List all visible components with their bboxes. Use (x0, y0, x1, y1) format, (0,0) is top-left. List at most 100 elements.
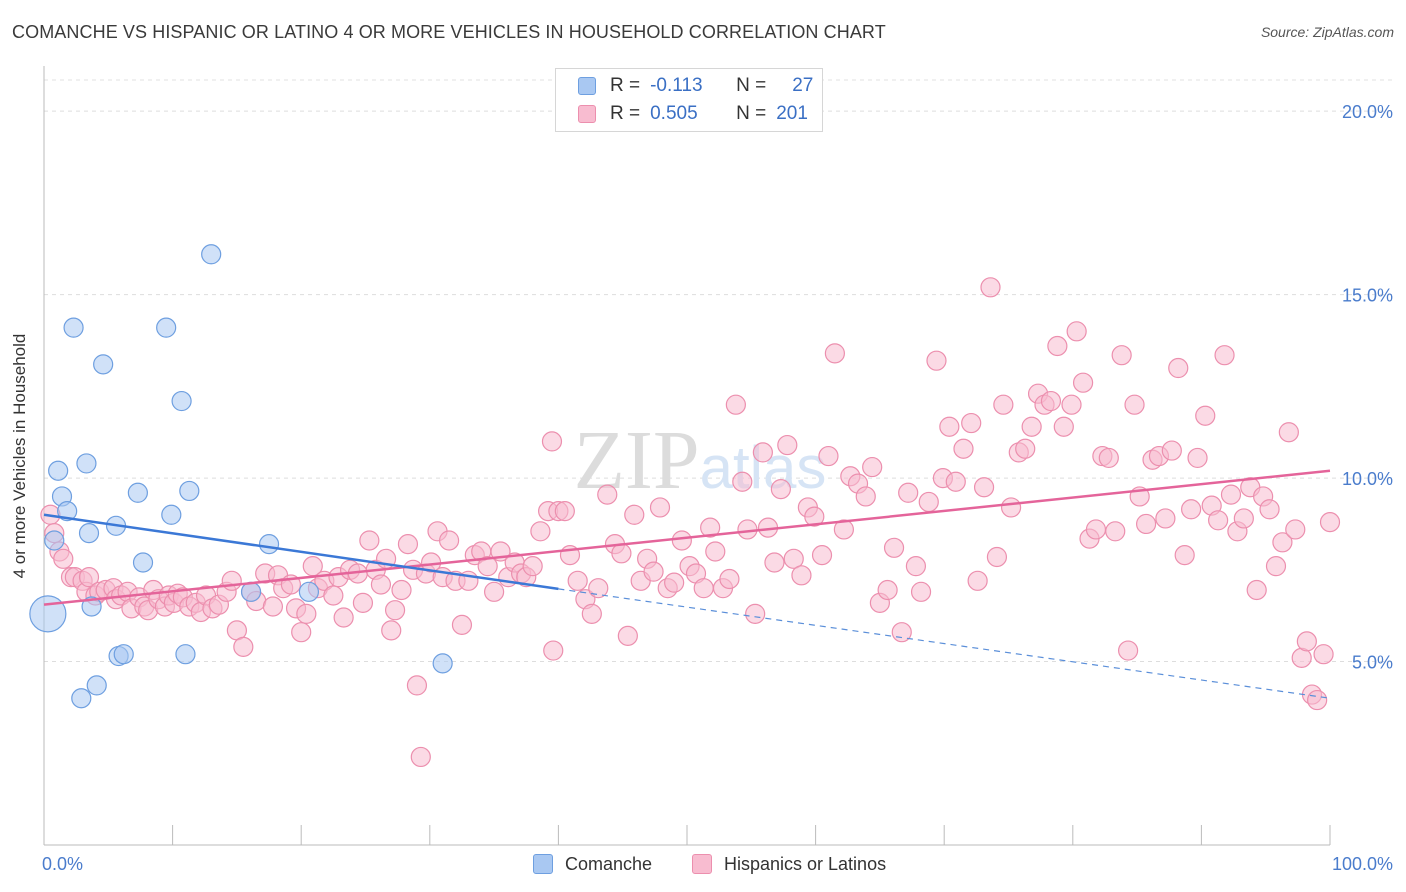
hispanic-point (671, 530, 692, 551)
hispanic-point (693, 578, 714, 599)
hispanic-point (1161, 440, 1182, 461)
x-tick-label: 100.0% (1332, 854, 1393, 874)
hispanic-point (1105, 521, 1126, 542)
y-tick-label: 20.0% (1342, 102, 1393, 122)
hispanic-point (705, 541, 726, 562)
source-label: Source: ZipAtlas.com (1260, 24, 1394, 40)
hispanic-point (791, 565, 812, 586)
hispanic-point (664, 572, 685, 593)
comanche-point (298, 581, 320, 602)
hispanic-trendline (43, 469, 1331, 606)
hispanic-point (611, 543, 632, 564)
chart-title: COMANCHE VS HISPANIC OR LATINO 4 OR MORE… (12, 22, 886, 42)
hispanic-point (1307, 689, 1328, 711)
hispanic-point (1040, 390, 1062, 412)
hispanic-point (221, 570, 242, 591)
hispanic-point (1085, 519, 1107, 540)
hispanic-point (777, 434, 798, 456)
bottom-legend-comanche: Comanche (533, 852, 652, 876)
hispanic-point (1278, 422, 1299, 443)
hispanic-point (818, 445, 839, 467)
hispanic-point (1246, 579, 1267, 601)
hispanic-point (953, 438, 974, 459)
hispanic-point (737, 519, 758, 540)
comanche-point (57, 501, 78, 522)
hispanic-point (352, 592, 374, 613)
comanche-point (161, 504, 182, 525)
comanche-point (44, 530, 65, 551)
hispanic-point (1155, 508, 1176, 529)
bottom-legend-swatch-comanche (533, 854, 553, 874)
hispanic-point (939, 416, 960, 437)
hispanic-point (811, 545, 833, 566)
hispanic-point (1015, 438, 1036, 459)
hispanic-point (1000, 497, 1022, 518)
bottom-legend-label-hispanics: Hispanics or Latinos (724, 853, 887, 874)
y-tick-label: 15.0% (1342, 286, 1393, 306)
hispanic-point (1136, 513, 1157, 535)
hispanic-point (451, 614, 473, 635)
comanche-point (76, 453, 97, 474)
hispanic-point (333, 607, 354, 628)
watermark: ZIPatlas (574, 414, 827, 507)
x-tick-label: 0.0% (42, 854, 83, 874)
comanche-point (78, 523, 100, 544)
comanche-point (201, 244, 222, 265)
hispanic-point (406, 675, 428, 696)
hispanic-point (752, 442, 773, 463)
hispanic-point (883, 537, 905, 558)
hispanic-point (522, 556, 543, 577)
comanche-point (258, 534, 280, 555)
hispanic-point (1111, 345, 1132, 366)
hispanic-point (926, 350, 947, 371)
hispanic-point (1053, 416, 1074, 437)
hispanic-point (725, 394, 746, 415)
y-tick-label: 10.0% (1342, 469, 1393, 489)
hispanic-point (1072, 372, 1094, 393)
hispanic-point (477, 556, 498, 577)
legend-swatch-comanche (578, 77, 596, 95)
legend-swatch-hispanics (578, 105, 596, 123)
comanche-point (86, 675, 107, 696)
hispanic-point (588, 578, 609, 599)
hispanic-point (700, 517, 721, 538)
legend-n-value: 201 (776, 103, 808, 124)
hispanic-point (986, 546, 1008, 568)
hispanic-point (1208, 510, 1229, 531)
legend-row-comanche: R = -0.113 N = 27 (578, 73, 813, 99)
legend-row-hispanics: R = 0.505 N = 201 (578, 101, 808, 127)
hispanic-point (783, 548, 804, 569)
hispanic-point (1181, 499, 1202, 520)
hispanic-point (1313, 644, 1334, 665)
comanche-point (127, 482, 148, 503)
hispanic-point (643, 561, 664, 582)
hispanic-point (262, 596, 284, 617)
hispanic-point (770, 479, 791, 500)
hispanic-point (764, 552, 785, 573)
bottom-legend-hispanics: Hispanics or Latinos (692, 852, 886, 876)
hispanic-point (898, 482, 919, 503)
hispanic-point (1296, 631, 1317, 652)
hispanic-point (732, 471, 753, 492)
hispanic-point (833, 519, 854, 540)
hispanic-point (1259, 499, 1280, 520)
hispanic-point (945, 471, 966, 492)
hispanic-point (530, 521, 551, 542)
hispanic-point (359, 530, 380, 551)
hispanic-point (905, 556, 927, 577)
hispanic-point (291, 622, 312, 643)
hispanic-point (554, 501, 575, 522)
legend-n-label: N = (736, 103, 767, 124)
comanche-point (113, 644, 134, 665)
hispanic-point (993, 394, 1014, 415)
hispanic-point (1124, 394, 1145, 415)
hispanic-point (397, 534, 419, 555)
hispanic-point (1272, 532, 1293, 553)
hispanic-point (384, 600, 406, 621)
hispanic-point (1098, 447, 1119, 469)
comanche-point (432, 653, 453, 674)
comanche-point (156, 317, 177, 338)
hispanic-point (323, 585, 344, 606)
hispanic-point (862, 456, 883, 478)
